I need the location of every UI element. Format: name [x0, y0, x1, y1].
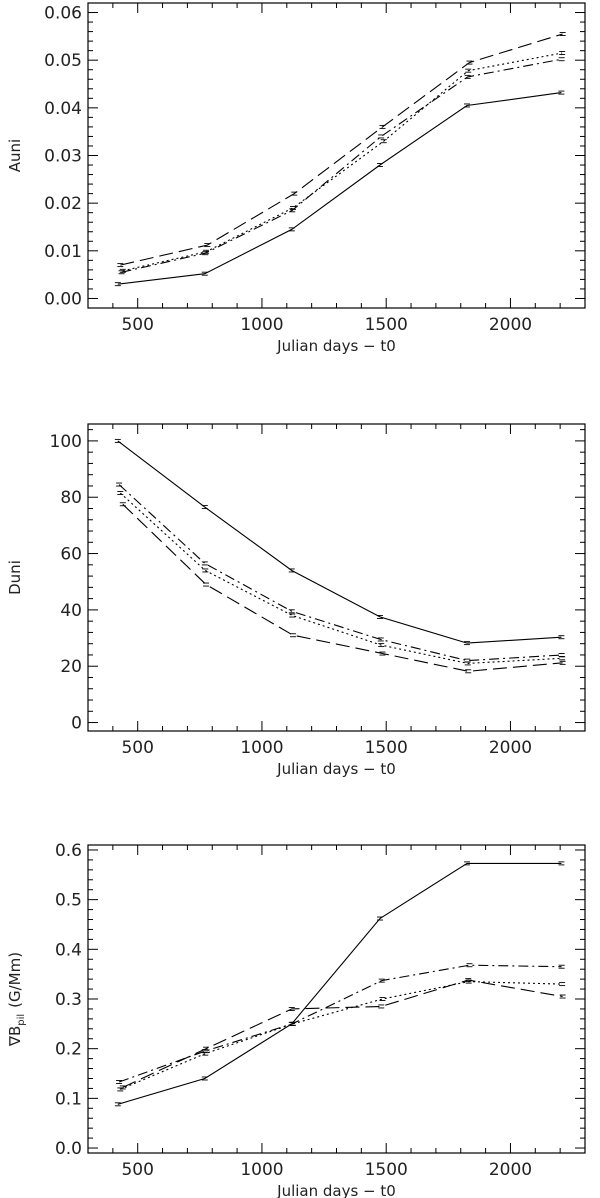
- series-line-solid: [117, 92, 562, 285]
- y-tick-label: 0: [71, 714, 82, 734]
- y-axis-title: Duni: [6, 560, 24, 595]
- plot-frame: [87, 844, 586, 1154]
- y-tick-label: 0.4: [55, 940, 82, 960]
- series-line-dash-dot: [118, 964, 562, 1083]
- y-tick-label: 0.2: [55, 1040, 82, 1060]
- y-axis-title: Auni: [6, 139, 24, 172]
- x-tick-label: 1000: [240, 738, 283, 758]
- y-tick-label: 40: [60, 601, 82, 621]
- x-tick-label: 1500: [365, 1160, 408, 1180]
- series-line-solid: [117, 440, 562, 644]
- y-tick-label: 100: [50, 432, 82, 452]
- series-line-dashed: [122, 503, 563, 672]
- gradient-b-panel: 500 1000 1500 2000 0.0 0.1 0.2 0.3 0.4 0.5 0.6 Juli…: [6, 841, 586, 1198]
- series-line-dash-dot: [118, 484, 562, 662]
- y-axis-unit: (G/Mm): [6, 952, 24, 1008]
- x-tick-label: 500: [121, 738, 153, 758]
- y-tick-label: 0.0: [55, 1139, 82, 1159]
- y-tick-label: 0.00: [44, 289, 82, 309]
- y-tick-label: 0.6: [55, 841, 82, 861]
- series-line-solid: [117, 862, 562, 1105]
- series-line-dotted: [119, 492, 563, 664]
- x-tick-label: 1500: [365, 315, 408, 335]
- y-tick-label: 0.3: [55, 990, 82, 1010]
- series-line-dashed: [122, 979, 563, 1088]
- x-tick-label: 1500: [365, 738, 408, 758]
- auni-panel: 500 1000 1500 2000 0.00 0.01 0.02 0.03 0.04 0.05 0…: [6, 2, 586, 355]
- x-tick-label: 1000: [240, 1160, 283, 1180]
- y-tick-label: 0.1: [55, 1089, 82, 1109]
- x-tick-label: 500: [121, 1160, 153, 1180]
- y-axis-symbol: ∇B: [6, 1026, 24, 1047]
- x-axis-title: Julian days − t0: [276, 760, 396, 778]
- y-tick-label: 80: [60, 488, 82, 508]
- y-tick-label: 0.06: [44, 4, 82, 24]
- y-tick-label: 20: [60, 657, 82, 677]
- y-tick-label: 60: [60, 545, 82, 565]
- series-line-dashed: [120, 33, 563, 266]
- duni-panel: 500 1000 1500 2000 0 20 40 60 80 100 Julian days −…: [6, 423, 586, 778]
- y-tick-label: 0.05: [44, 51, 82, 71]
- x-tick-label: 500: [121, 315, 153, 335]
- series-line-dash-dot: [121, 58, 562, 273]
- series-line-dotted: [120, 981, 563, 1090]
- series-line-dotted: [122, 52, 563, 272]
- x-tick-label: 2000: [489, 1160, 532, 1180]
- x-tick-label: 1000: [240, 315, 283, 335]
- y-tick-label: 0.03: [44, 147, 82, 167]
- y-tick-label: 0.04: [44, 99, 82, 119]
- x-axis-title: Julian days − t0: [276, 337, 396, 355]
- x-tick-label: 2000: [489, 738, 532, 758]
- y-tick-label: 0.5: [55, 891, 82, 911]
- y-tick-label: 0.02: [44, 194, 82, 214]
- y-axis-subscript: pil: [16, 1014, 27, 1026]
- y-tick-label: 0.01: [44, 242, 82, 262]
- y-axis-title: ∇Bpil (G/Mm): [6, 952, 27, 1047]
- x-axis-title: Julian days − t0: [276, 1182, 396, 1198]
- x-tick-label: 2000: [489, 315, 532, 335]
- plot-frame: [87, 423, 586, 732]
